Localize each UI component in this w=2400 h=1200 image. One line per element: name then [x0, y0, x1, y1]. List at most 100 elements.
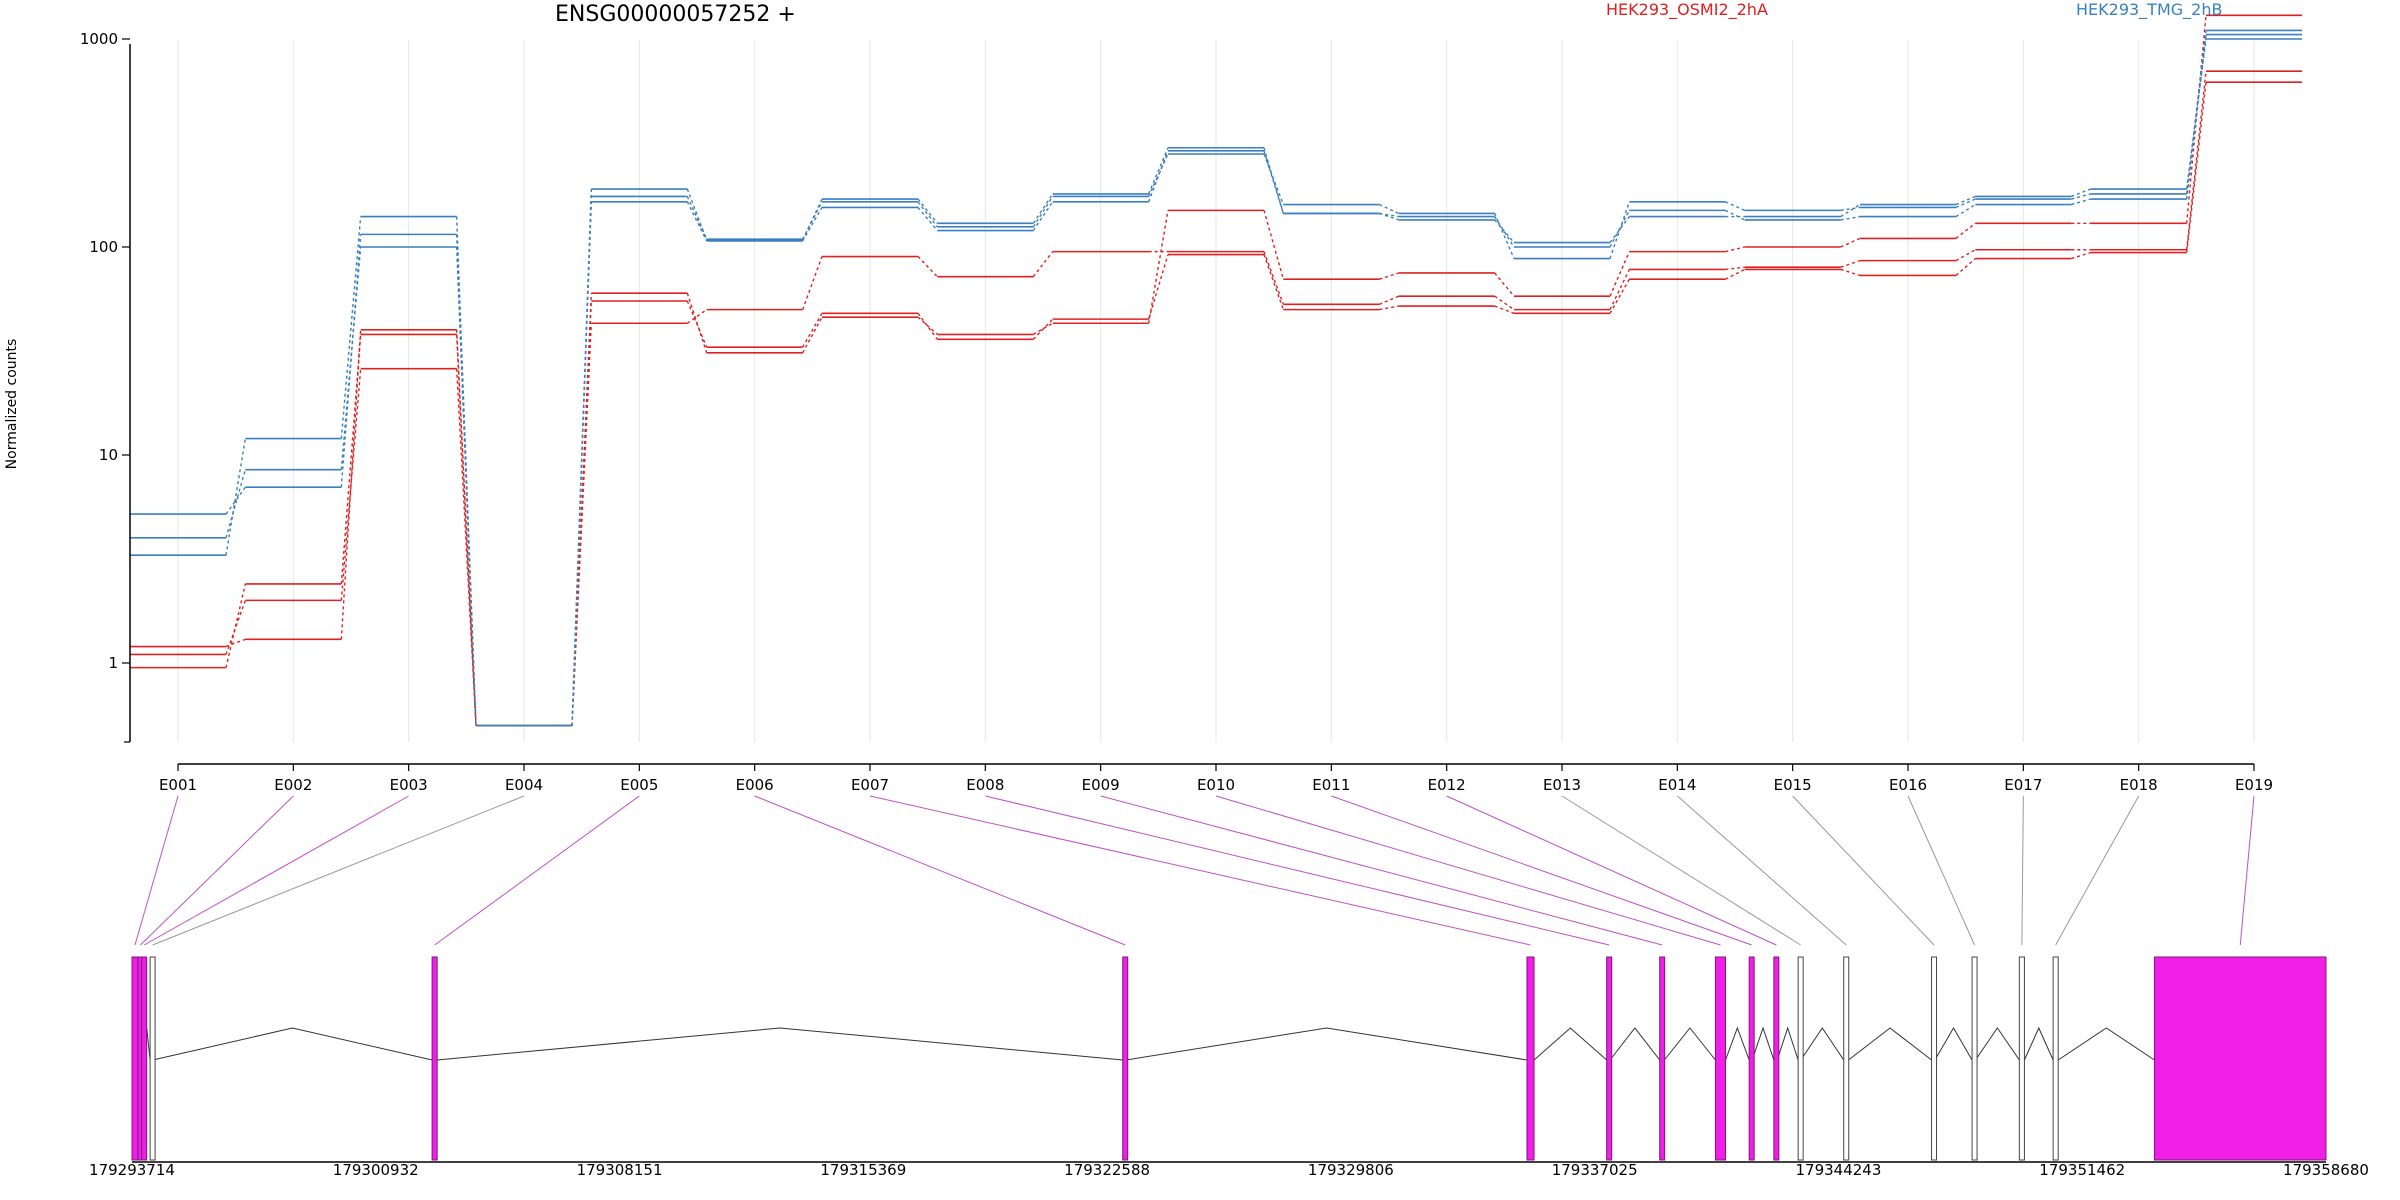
segment-E005	[571, 188, 593, 726]
genomic-tick-label: 179351462	[2039, 1161, 2125, 1179]
x-tick-label-E011: E011	[1312, 776, 1350, 794]
y-tick-label: 1	[108, 654, 118, 672]
expression-lines	[130, 14, 2302, 727]
y-tick-label: 100	[89, 238, 118, 256]
segment-E006	[686, 201, 708, 242]
exon-E010	[1714, 956, 1727, 1161]
axes: 1 10 100 1000 E001 E002 E003 E004 E005 E006 E007 E0…	[80, 30, 2273, 794]
y-tick-label: 1000	[80, 30, 118, 48]
segment-E008	[917, 316, 938, 335]
segment-E003	[340, 216, 362, 439]
segment-E009	[1032, 322, 1054, 336]
segment-E018	[2071, 193, 2091, 200]
segment-E003	[340, 329, 362, 640]
exon-E006	[1122, 956, 1129, 1161]
connector-E004	[152, 795, 525, 946]
connector-E006	[754, 795, 1126, 946]
segment-E002	[225, 438, 247, 556]
segment-E015	[1725, 268, 1745, 280]
segment-E012	[1379, 212, 1399, 221]
segment-E016	[1840, 203, 1861, 218]
connector-E016	[1907, 795, 1976, 946]
intron	[1725, 1026, 1750, 1061]
genomic-tick-label: 179329806	[1308, 1161, 1394, 1179]
segment-E019	[2185, 71, 2207, 250]
connector-E014	[1677, 795, 1847, 946]
segment-E014	[1609, 269, 1630, 310]
exon-E011	[1748, 956, 1755, 1161]
segment-E005	[571, 300, 593, 726]
connector-E002	[140, 795, 294, 946]
x-tick-label-E005: E005	[620, 776, 658, 794]
segment-E007	[802, 256, 823, 310]
segment-E002	[225, 638, 246, 648]
x-tick-label-E013: E013	[1543, 776, 1581, 794]
gene-model: 179293714 179300932 179308151 179315369 1793…	[89, 956, 2369, 1179]
segment-E007	[802, 198, 823, 241]
segment-E006	[686, 188, 708, 241]
intron	[1664, 1027, 1716, 1061]
exon-connectors	[134, 795, 2255, 946]
x-tick-label-E001: E001	[159, 776, 197, 794]
intron	[152, 1027, 433, 1061]
legend-entry-osmi2: HEK293_OSMI2_2hA	[1606, 0, 1768, 19]
segment-E013	[1494, 219, 1515, 244]
exon-E013	[1797, 956, 1804, 1161]
segment-E016	[1840, 215, 1861, 221]
genomic-tick-label: 179300932	[333, 1161, 419, 1179]
connector-E015	[1792, 795, 1935, 946]
x-tick-label-E014: E014	[1658, 776, 1696, 794]
segment-E013	[1494, 295, 1515, 311]
segment-E009	[1032, 201, 1054, 231]
segment-E010	[1147, 210, 1169, 324]
x-tick-label-E012: E012	[1428, 776, 1466, 794]
segment-E011	[1263, 254, 1284, 310]
segment-E007	[802, 207, 823, 242]
x-tick-label-E009: E009	[1082, 776, 1120, 794]
connector-E018	[2055, 795, 2140, 946]
exon-E009	[1659, 956, 1666, 1161]
segment-E014	[1609, 251, 1630, 297]
segment-E011	[1263, 210, 1285, 280]
segment-E010	[1147, 254, 1169, 320]
intron	[2057, 1027, 2155, 1061]
exon-E003	[141, 956, 148, 1161]
y-tick-label: 10	[99, 446, 118, 464]
segment-E010	[1148, 147, 1169, 195]
segment-E011	[1263, 251, 1284, 305]
segment-E010	[1148, 150, 1169, 203]
connector-E005	[434, 795, 640, 946]
exon-E016	[1971, 956, 1978, 1161]
x-tick-label-E015: E015	[1774, 776, 1812, 794]
exon-E017	[2018, 956, 2025, 1161]
vertical-gridlines	[177, 40, 2255, 742]
chart-title: ENSG00000057252 +	[555, 2, 796, 27]
segment-E019	[2185, 38, 2207, 190]
intron	[1776, 1026, 1799, 1061]
connector-E003	[143, 795, 409, 946]
exon-E008	[1606, 956, 1613, 1161]
segment-E009	[1032, 318, 1054, 340]
intron	[1934, 1027, 1973, 1061]
connector-E013	[1561, 795, 1801, 946]
exon-E005	[431, 956, 438, 1161]
segment-E017	[1955, 222, 1976, 239]
genomic-tick-label: 179358680	[2283, 1161, 2369, 1179]
intron	[437, 1027, 1123, 1061]
segment-E006	[686, 196, 708, 240]
exon-E012	[1773, 956, 1780, 1161]
genomic-tick-label: 179293714	[89, 1161, 175, 1179]
segment-E008	[917, 256, 938, 278]
connector-E012	[1446, 795, 1777, 946]
segment-E009	[1032, 193, 1054, 224]
segment-E012	[1379, 295, 1399, 305]
intron	[1126, 1027, 1528, 1061]
x-tick-label-E003: E003	[390, 776, 428, 794]
segment-E002	[225, 600, 246, 655]
x-tick-label-E017: E017	[2004, 776, 2042, 794]
series-HEK293_TMG_2hB-5	[130, 38, 2302, 727]
x-tick-label-E002: E002	[274, 776, 312, 794]
segment-E015	[1725, 201, 1745, 212]
genomic-tick-label: 179322588	[1064, 1161, 1150, 1179]
segment-E017	[1955, 249, 1976, 262]
